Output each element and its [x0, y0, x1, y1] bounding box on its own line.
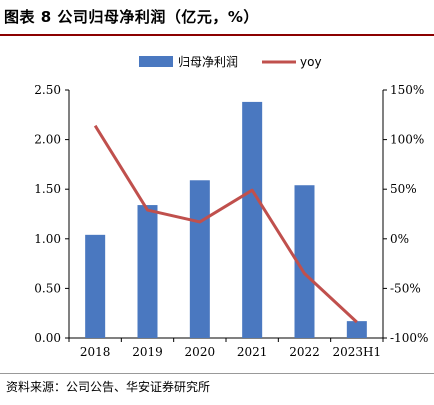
right-tick-label: 100%	[390, 133, 424, 147]
x-tick-label: 2023H1	[333, 345, 382, 359]
chart-container: 0.00 0.50 1.00 1.50 2.00 2.50 -100% -50% 0% 50% 10…	[0, 40, 434, 374]
title-rule	[0, 34, 434, 36]
legend-bar-swatch	[139, 56, 173, 67]
bar	[294, 185, 315, 338]
source-note: 资料来源：公司公告、华安证券研究所	[6, 380, 211, 394]
right-tick-label: 150%	[390, 83, 424, 97]
x-tick-label: 2020	[185, 345, 216, 359]
legend-bar-label: 归母净利润	[178, 55, 238, 69]
bar	[189, 180, 210, 338]
x-tick-label: 2018	[80, 345, 111, 359]
figure-title: 图表 8 公司归母净利润（亿元，%）	[4, 8, 259, 26]
left-tick-label: 2.00	[34, 133, 61, 147]
legend-line-label: yoy	[300, 55, 322, 69]
left-tick-label: 0.00	[34, 331, 61, 345]
left-tick-label: 0.50	[34, 281, 61, 295]
left-tick-label: 1.00	[34, 232, 61, 246]
chart-svg: 0.00 0.50 1.00 1.50 2.00 2.50 -100% -50% 0% 50% 10…	[34, 55, 428, 359]
bar	[137, 205, 158, 338]
bottom-rule	[0, 373, 434, 374]
bar	[85, 234, 106, 338]
bar	[346, 321, 367, 338]
right-tick-label: 50%	[390, 182, 417, 196]
left-tick-label: 2.50	[34, 83, 61, 97]
right-tick-label: 0%	[390, 232, 409, 246]
bar	[242, 101, 263, 339]
yoy-line	[93, 124, 358, 324]
x-tick-label: 2019	[132, 345, 163, 359]
x-tick-label: 2021	[237, 345, 268, 359]
right-tick-label: -100%	[390, 331, 428, 345]
x-tick-label: 2022	[289, 345, 320, 359]
left-tick-label: 1.50	[34, 182, 61, 196]
right-tick-label: -50%	[390, 281, 421, 295]
